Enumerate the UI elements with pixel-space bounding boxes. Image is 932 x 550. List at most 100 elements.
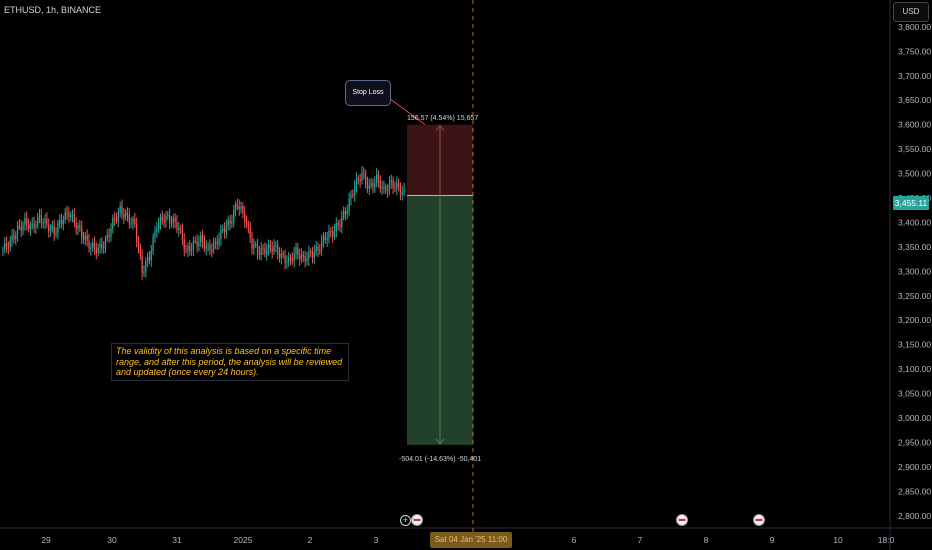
price-tick-label: 3,000.00: [898, 413, 931, 423]
stop-arrow-head: [435, 125, 445, 131]
candle-body: [73, 214, 75, 224]
candle-body: [88, 240, 90, 249]
candle-body: [104, 238, 107, 247]
candle-body: [273, 245, 275, 252]
candle-body: [394, 187, 396, 189]
candle-body: [280, 253, 282, 258]
candle-body: [258, 252, 261, 255]
candle-body: [363, 172, 365, 174]
candle-body: [308, 251, 310, 259]
candle-body: [350, 194, 352, 199]
candle-body: [267, 244, 270, 251]
symbol-title[interactable]: ETHUSD, 1h, BINANCE: [4, 5, 102, 15]
candle-body: [260, 247, 262, 255]
candle-body: [57, 223, 59, 233]
candle-body: [154, 231, 156, 237]
candle-body: [62, 220, 65, 224]
candle-body: [223, 228, 226, 233]
candle-body: [81, 227, 83, 238]
candle-body: [201, 235, 204, 242]
candle-body: [282, 253, 284, 256]
candle-body: [66, 212, 68, 214]
candle-body: [95, 248, 97, 253]
candle-body: [176, 221, 178, 230]
candle-body: [383, 186, 385, 188]
candle-body: [372, 182, 374, 187]
candle-body: [20, 226, 22, 231]
candle-body: [44, 218, 46, 223]
price-axis[interactable]: 3,800.00 3,750.00 3,700.00 3,650.00 3,600.00…: [889, 0, 931, 550]
candle-body: [40, 215, 43, 224]
currency-button[interactable]: USD: [893, 2, 929, 22]
add-icon[interactable]: +: [400, 515, 411, 526]
candle-body: [38, 215, 41, 217]
time-tick-label: 9: [770, 535, 775, 545]
time-tick-label: 7: [638, 535, 643, 545]
candle-body: [125, 212, 127, 218]
candle-body: [4, 243, 6, 250]
candle-body: [244, 212, 246, 222]
upper-zone-stats: 156.57 (4.54%) 15,657: [407, 115, 479, 122]
time-axis[interactable]: 29 30 31 2025 2 3 6 7 8 9 10 18:0: [0, 527, 932, 545]
candle-body: [315, 246, 317, 252]
candle-body: [337, 222, 339, 226]
earnings-flag-icon[interactable]: ▬: [753, 514, 765, 526]
candle-body: [397, 183, 400, 187]
candle-body: [231, 221, 233, 224]
candle-body: [59, 220, 61, 224]
candle-body: [352, 194, 354, 196]
candle-body: [313, 251, 315, 258]
time-tick-label: 6: [572, 535, 577, 545]
candle-body: [214, 241, 217, 243]
candle-body: [187, 246, 189, 251]
candle-body: [321, 241, 323, 251]
candle-body: [13, 235, 15, 239]
candle-body: [60, 220, 63, 224]
candle-body: [185, 249, 187, 251]
analysis-note[interactable]: The validity of this analysis is based o…: [111, 343, 349, 381]
candle-body: [46, 218, 48, 225]
price-tick-label: 3,650.00: [898, 95, 931, 105]
candle-body: [115, 219, 118, 221]
price-tick-label: 3,750.00: [898, 46, 931, 56]
candle-body: [106, 235, 108, 239]
candle-body: [93, 243, 96, 249]
candle-body: [289, 257, 292, 259]
candle-body: [295, 247, 297, 254]
candle-body: [71, 214, 74, 216]
candle-body: [141, 255, 143, 274]
candle-body: [322, 236, 325, 242]
price-tick-label: 3,550.00: [898, 144, 931, 154]
candle-body: [300, 254, 303, 260]
candle-body: [159, 216, 162, 224]
candle-body: [161, 216, 163, 221]
candle-body: [306, 258, 308, 262]
price-tick-label: 3,700.00: [898, 71, 931, 81]
earnings-flag-icon[interactable]: ▬: [676, 514, 688, 526]
candle-body: [152, 236, 154, 251]
candle-body: [269, 244, 272, 249]
candle-body: [310, 251, 312, 253]
candle-body: [388, 182, 391, 192]
candle-body: [9, 239, 11, 248]
candle-body: [229, 219, 231, 224]
candle-body: [198, 242, 200, 246]
candle-body: [379, 180, 381, 189]
time-tick-label: 30: [107, 535, 117, 545]
candle-body: [53, 226, 55, 235]
candle-body: [183, 239, 185, 250]
candle-body: [403, 189, 405, 193]
candle-body: [216, 241, 218, 245]
candle-body: [247, 224, 250, 227]
candle-body: [68, 213, 70, 218]
candle-body: [137, 240, 140, 248]
candle-body: [110, 228, 112, 237]
price-tick-label: 3,300.00: [898, 266, 931, 276]
candle-body: [375, 174, 378, 183]
candle-body: [92, 243, 94, 248]
stop-loss-label[interactable]: Stop Loss: [345, 80, 391, 106]
candle-body: [150, 250, 152, 261]
earnings-flag-icon[interactable]: ▬: [411, 514, 423, 526]
price-tick-label: 3,350.00: [898, 242, 931, 252]
